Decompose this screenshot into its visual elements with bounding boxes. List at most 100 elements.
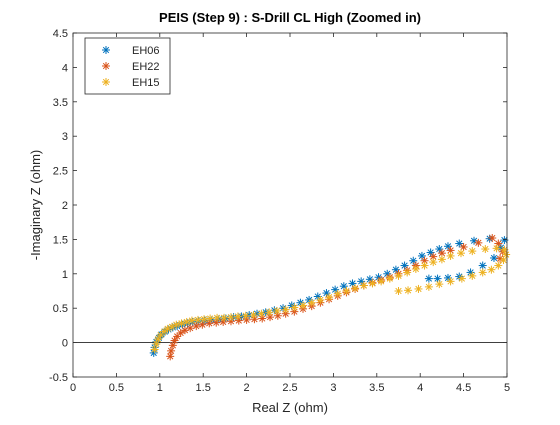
x-tick-label: 3.5 bbox=[369, 382, 384, 394]
x-tick-label: 2 bbox=[244, 382, 250, 394]
data-point bbox=[359, 281, 368, 290]
data-point bbox=[487, 265, 496, 274]
data-point bbox=[299, 301, 308, 310]
data-point bbox=[290, 303, 299, 312]
data-point bbox=[429, 252, 438, 261]
data-point bbox=[429, 258, 438, 267]
y-tick-label: 0 bbox=[62, 338, 68, 350]
data-point bbox=[176, 328, 185, 337]
data-point bbox=[457, 274, 466, 283]
data-point bbox=[414, 284, 423, 293]
y-tick-label: 3 bbox=[62, 131, 68, 143]
data-point bbox=[351, 284, 360, 293]
x-tick-label: 4 bbox=[417, 382, 423, 394]
data-point bbox=[281, 305, 290, 314]
data-point bbox=[307, 298, 316, 307]
data-point bbox=[265, 308, 274, 317]
data-point bbox=[322, 289, 331, 298]
data-point bbox=[333, 289, 342, 298]
y-tick-label: 2 bbox=[62, 200, 68, 212]
data-point bbox=[478, 261, 487, 270]
data-point bbox=[357, 277, 366, 286]
y-tick-label: 3.5 bbox=[53, 97, 68, 109]
x-tick-label: 0 bbox=[70, 382, 76, 394]
y-tick-label: 1 bbox=[62, 269, 68, 281]
data-point bbox=[489, 253, 498, 262]
data-point bbox=[394, 271, 403, 280]
data-point bbox=[193, 315, 202, 324]
data-point bbox=[316, 295, 325, 304]
data-point bbox=[446, 251, 455, 260]
data-point bbox=[241, 311, 250, 320]
legend-entry-label: EH15 bbox=[132, 77, 160, 89]
data-point bbox=[250, 315, 259, 324]
data-point bbox=[435, 280, 444, 289]
data-point bbox=[443, 242, 452, 251]
data-point bbox=[426, 248, 435, 257]
data-point bbox=[443, 273, 452, 282]
y-tick-label: 4 bbox=[62, 62, 68, 74]
data-point bbox=[478, 268, 487, 277]
data-point bbox=[177, 319, 186, 328]
data-point bbox=[499, 256, 508, 265]
legend-marker bbox=[102, 46, 110, 54]
data-point bbox=[205, 319, 214, 328]
data-point bbox=[459, 242, 468, 251]
data-point bbox=[192, 322, 201, 331]
series-eh15 bbox=[150, 244, 511, 354]
x-tick-label: 1 bbox=[157, 382, 163, 394]
data-point bbox=[404, 286, 413, 295]
data-point bbox=[492, 244, 501, 253]
data-point bbox=[474, 238, 483, 247]
data-point bbox=[166, 352, 175, 361]
legend-entry-label: EH22 bbox=[132, 61, 160, 73]
data-point bbox=[154, 335, 163, 344]
legend: EH06 EH22 EH15 bbox=[84, 37, 171, 95]
data-point bbox=[220, 313, 229, 322]
data-point bbox=[385, 274, 394, 283]
legend-marker bbox=[102, 78, 110, 86]
data-points-layer bbox=[149, 234, 511, 361]
data-point bbox=[420, 261, 429, 270]
data-point bbox=[206, 314, 215, 323]
data-point bbox=[331, 285, 340, 294]
x-axis-label: Real Z (ohm) bbox=[252, 400, 328, 415]
data-point bbox=[403, 268, 412, 277]
data-point bbox=[468, 271, 477, 280]
y-tick-label: -0.5 bbox=[49, 372, 68, 384]
data-point bbox=[226, 313, 235, 322]
ticks-layer: 0 0.5 1 1.5 2 2.5 3 3.5 4 4.5 5-0.500.511.522.533.… bbox=[49, 28, 510, 394]
data-point bbox=[456, 249, 465, 258]
chart-title: PEIS (Step 9) : S-Drill CL High (Zoomed … bbox=[159, 10, 421, 25]
data-point bbox=[409, 256, 418, 265]
data-point bbox=[424, 282, 433, 291]
data-point bbox=[200, 315, 209, 324]
x-tick-label: 2.5 bbox=[282, 382, 297, 394]
data-point bbox=[167, 346, 176, 355]
data-point bbox=[481, 245, 490, 254]
data-point bbox=[325, 293, 334, 302]
data-point bbox=[437, 255, 446, 264]
y-tick-label: 2.5 bbox=[53, 166, 68, 178]
y-tick-label: 1.5 bbox=[53, 234, 68, 246]
data-point bbox=[186, 324, 195, 333]
data-point bbox=[368, 279, 377, 288]
x-tick-label: 3 bbox=[330, 382, 336, 394]
data-point bbox=[488, 234, 497, 243]
data-point bbox=[258, 314, 267, 323]
data-point bbox=[213, 313, 222, 322]
data-point bbox=[233, 312, 242, 321]
data-point bbox=[272, 306, 281, 315]
data-point bbox=[500, 236, 509, 245]
data-point bbox=[249, 311, 258, 320]
data-point bbox=[257, 309, 266, 318]
x-tick-label: 4.5 bbox=[456, 382, 471, 394]
data-point bbox=[394, 287, 403, 295]
legend-marker bbox=[102, 62, 110, 70]
data-point bbox=[424, 274, 433, 283]
data-point bbox=[435, 245, 444, 254]
data-point bbox=[377, 277, 386, 286]
data-point bbox=[411, 264, 420, 273]
data-point bbox=[494, 261, 503, 270]
